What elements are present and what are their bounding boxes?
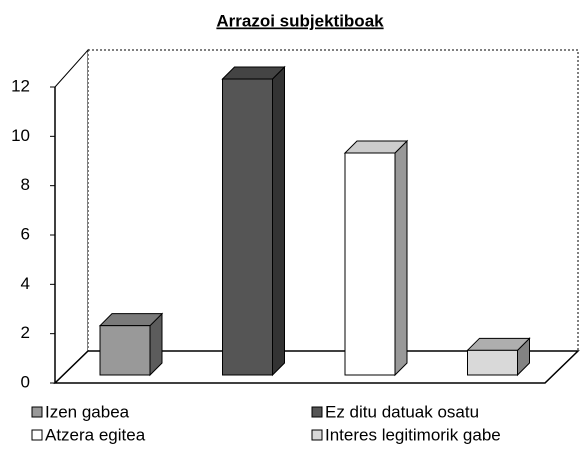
y-tick-label: 12: [11, 76, 30, 95]
legend-swatch: [31, 429, 43, 441]
bar: [222, 78, 273, 376]
floor: [53, 350, 580, 384]
y-tick-label: 10: [11, 126, 30, 145]
legend-label: Ez ditu datuak osatu: [325, 402, 479, 421]
legend-label: Atzera egitea: [45, 425, 146, 444]
bar: [467, 349, 518, 376]
y-tick-label: 4: [21, 274, 30, 293]
chart-title: Arrazoi subjektiboak: [216, 11, 384, 30]
y-tick-label: 6: [21, 224, 30, 243]
bar-side: [394, 139, 408, 377]
bar: [344, 152, 396, 376]
bar-side: [272, 65, 285, 377]
legend-label: Izen gabea: [45, 402, 130, 421]
legend-label: Interes legitimorik gabe: [325, 425, 501, 444]
back-wall: [87, 49, 579, 352]
legend-swatch: [311, 429, 323, 441]
y-tick-label: 2: [21, 323, 30, 342]
y-tick-label: 0: [21, 372, 30, 391]
left-wall: [54, 48, 89, 385]
legend-swatch: [311, 406, 323, 418]
y-tick-label: 8: [21, 175, 30, 194]
legend-swatch: [31, 406, 43, 418]
bar: [99, 325, 151, 376]
